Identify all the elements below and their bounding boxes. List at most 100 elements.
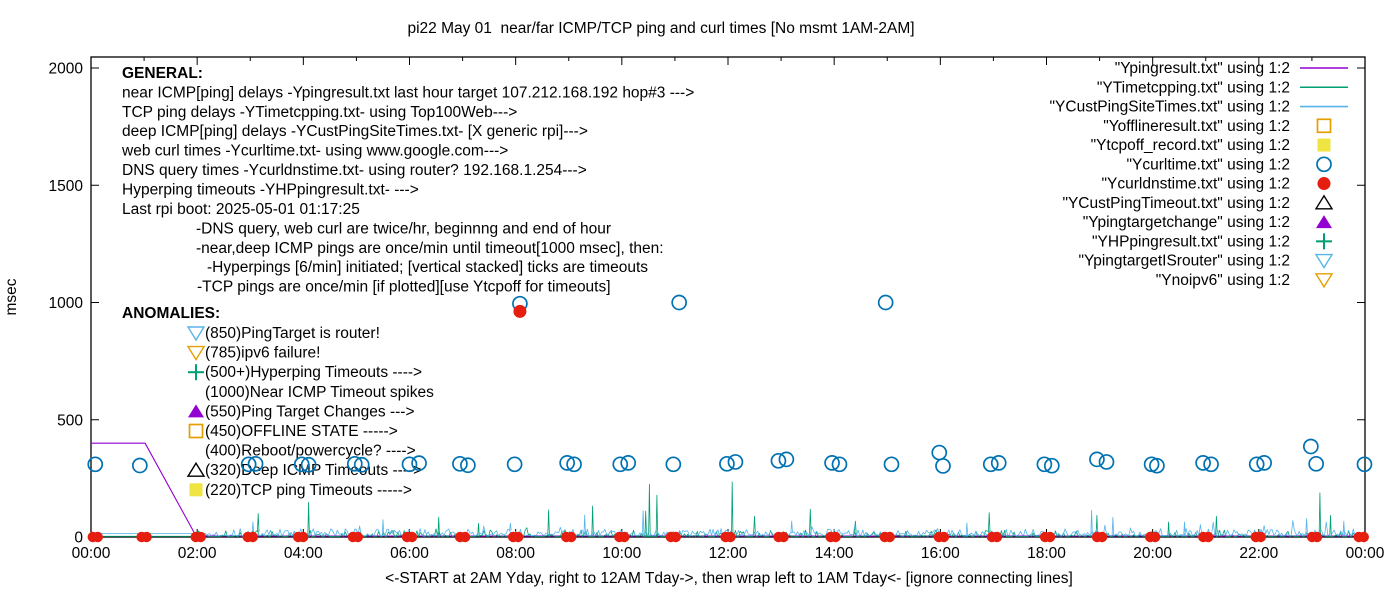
curl-timeout-point [877, 294, 894, 311]
x-tick-label: 22:00 [1239, 545, 1278, 562]
y-tick-label: 500 [57, 412, 83, 429]
anomaly-marker-square-filled [189, 483, 203, 497]
legend-label: "Ypingtargetchange" using 1:2 [1083, 214, 1290, 231]
curl-time-point [247, 455, 264, 472]
curl-time-point [300, 456, 317, 473]
legend-marker-square-filled [1317, 138, 1331, 152]
dns-time-point [670, 531, 682, 543]
anomaly-marker-square-open [188, 423, 204, 439]
curl-time-point [566, 456, 582, 473]
x-tick-label: 14:00 [815, 545, 854, 562]
anomaly-label: (500+)Hyperping Timeouts ----> [205, 364, 422, 381]
curl-time-point [665, 456, 682, 473]
curl-time-point [883, 456, 900, 473]
dns-time-point [1255, 531, 1267, 543]
general-line: near ICMP[ping] delays -Ypingresult.txt … [122, 84, 694, 101]
legend-label: "Ynoipv6" using 1:2 [1156, 272, 1290, 289]
general-line: -near,deep ICMP pings are once/min until… [196, 240, 664, 257]
general-line: deep ICMP[ping] delays -YCustPingSiteTim… [122, 123, 588, 140]
curl-time-point [719, 455, 735, 472]
dns-time-point [92, 531, 103, 543]
dns-time-point [725, 531, 736, 543]
y-axis-label: msec [3, 278, 20, 315]
y-tick-label: 1500 [49, 178, 84, 195]
dns-time-point [884, 531, 895, 543]
legend-marker-square-open [1316, 118, 1332, 134]
curl-time-point [1203, 456, 1219, 473]
curl-time-point [727, 454, 744, 470]
general-line: -TCP pings are once/min [if plotted][use… [197, 279, 611, 296]
legend-label: "Ycurldnstime.txt" using 1:2 [1102, 176, 1290, 193]
legend-label: "Ypingresult.txt" using 1:2 [1115, 60, 1290, 77]
curl-time-point [831, 456, 848, 473]
dns-time-point [195, 531, 206, 543]
legend-marker-triangle-open [1314, 194, 1334, 210]
legend-label: "YpingtargetISrouter" using 1:2 [1079, 253, 1290, 270]
curl-time-point [1036, 456, 1053, 473]
curl-time-point [612, 456, 629, 473]
y-tick-label: 0 [74, 530, 83, 547]
anomaly-label: (450)OFFLINE STATE -----> [205, 423, 398, 440]
anomaly-marker-triangle-filled [188, 404, 204, 418]
general-line: Last rpi boot: 2025-05-01 01:17:25 [122, 201, 360, 218]
dns-time-point [778, 531, 789, 543]
dns-time-point [1203, 531, 1214, 543]
dns-time-point [1358, 531, 1369, 543]
dns-time-point [512, 531, 524, 543]
dns-time-point [1311, 531, 1323, 543]
curl-time-point [460, 457, 476, 474]
anomaly-label: (400)Reboot/powercycle? ----> [205, 443, 416, 460]
x-tick-label: 00:00 [72, 545, 111, 562]
anomaly-label: (220)TCP ping Timeouts -----> [205, 482, 412, 499]
curl-time-point [770, 452, 787, 469]
dns-time-point [566, 531, 577, 543]
series-ycustpingsitetimes-line [91, 509, 1365, 536]
curl-timeout-point [671, 294, 688, 311]
curl-time-point [931, 444, 948, 461]
anomalies-header: ANOMALIES: [122, 305, 220, 322]
curl-time-point [1098, 454, 1115, 470]
curl-time-point [293, 456, 310, 473]
anomaly-label: (1000)Near ICMP Timeout spikes [205, 384, 434, 401]
anomaly-marker-triangle-open [186, 461, 206, 477]
curl-time-point [1303, 438, 1319, 455]
legend-marker-circle-filled [1317, 177, 1331, 191]
dns-time-point [1096, 531, 1108, 543]
dns-time-point [247, 531, 258, 543]
curl-time-point [1356, 456, 1373, 473]
legend-marker-triangle-down-open [1314, 253, 1334, 269]
x-tick-label: 02:00 [178, 545, 217, 562]
legend-label: "Ycurltime.txt" using 1:2 [1127, 156, 1290, 173]
x-axis-label: <-START at 2AM Yday, right to 12AM Tday-… [385, 570, 1073, 587]
general-line: -DNS query, web curl are twice/hr, begin… [196, 220, 611, 237]
x-tick-label: 12:00 [709, 545, 748, 562]
curl-time-point [1149, 457, 1165, 474]
legend-label: "YHPpingresult.txt" using 1:2 [1092, 233, 1290, 250]
dns-time-point [297, 531, 309, 543]
general-line: web curl times -Ycurltime.txt- using www… [121, 143, 508, 160]
curl-time-point [1195, 455, 1211, 471]
general-line: TCP ping delays -YTimetcpping.txt- using… [122, 104, 517, 121]
curl-time-point [982, 456, 999, 473]
dns-time-point [1044, 531, 1056, 543]
legend-label: "YTimetcpping.txt" using 1:2 [1097, 79, 1290, 96]
curl-time-point [935, 458, 951, 474]
legend-marker-triangle-filled [1316, 215, 1332, 229]
curl-time-point [87, 456, 104, 473]
curl-time-point [1308, 455, 1325, 472]
x-tick-label: 16:00 [921, 545, 960, 562]
curl-time-point [990, 455, 1007, 471]
x-tick-label: 04:00 [284, 545, 323, 562]
x-tick-label: 18:00 [1027, 545, 1066, 562]
dns-time-point [141, 531, 152, 543]
x-tick-label: 08:00 [496, 545, 535, 562]
dns-time-point [619, 531, 630, 543]
anomaly-marker-triangle-down-open [186, 345, 206, 361]
dns-time-point [830, 531, 841, 543]
curl-time-point [1043, 457, 1060, 474]
dns-time-point [406, 531, 418, 543]
y-tick-label: 1000 [49, 295, 84, 312]
legend-marker-triangle-down-open [1314, 273, 1334, 289]
